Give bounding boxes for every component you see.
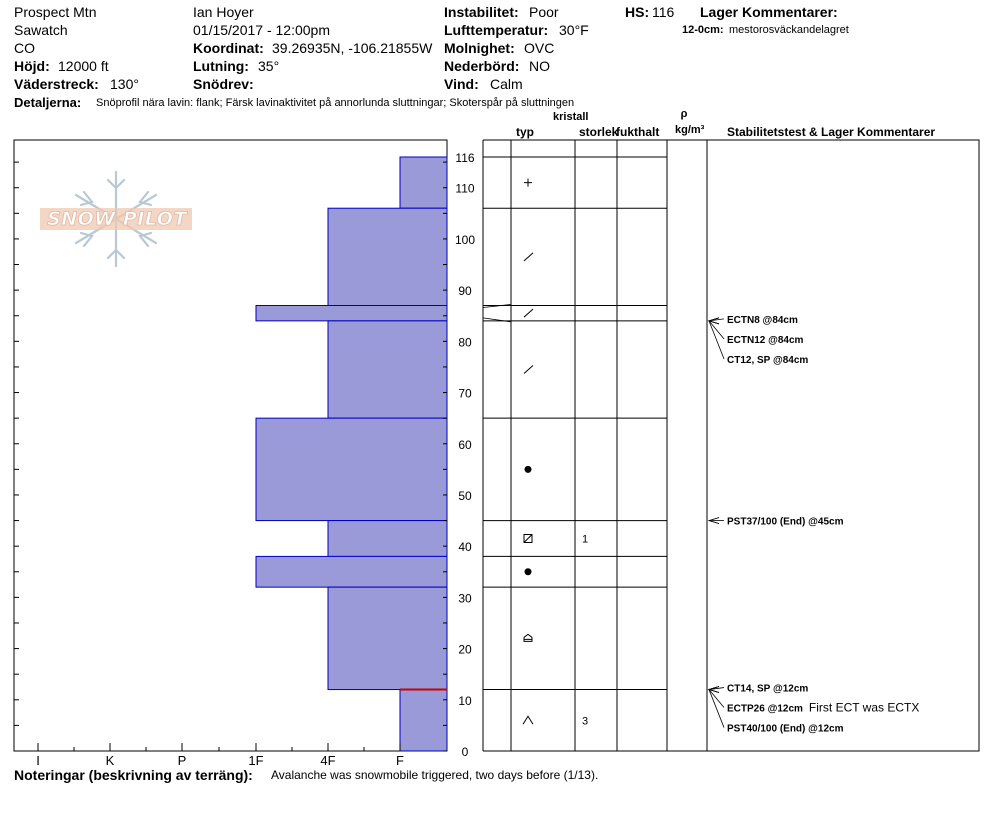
grain-symbol [523,633,533,642]
hardness-bar [327,586,448,691]
notes-text: Avalanche was snowmobile triggered, two … [271,768,599,782]
wetness-header: fukthalt [616,125,660,139]
wind-label: Vind: [444,76,479,92]
observer: Ian Hoyer [193,4,254,20]
elevation-label: Höjd: [14,58,50,74]
stability-test-label: CT12, SP @84cm [727,355,808,366]
stability-test-label: ECTP26 @12cm [727,704,803,715]
stability-box [706,139,980,752]
grain-symbol [523,533,533,543]
hardness-tick-label: 1F [248,753,263,768]
test-leader-line [708,689,725,708]
hardness-bar [255,417,448,522]
slope-label: Lutning: [193,58,249,74]
depth-tick-label: 10 [458,694,472,708]
details-label: Detaljerna: [14,95,82,110]
hs-label: HS: [625,4,650,20]
airtemp-value: 30°F [559,22,589,38]
hs-value: 116 [652,4,675,20]
wind-value: Calm [490,76,523,92]
test-leader-line [708,320,725,360]
layer-comment-range: 12-0cm: [682,24,724,36]
size-header: storlek [579,125,619,139]
hardness-tick-label: P [178,753,187,768]
drift-label: Snödrev: [193,76,254,92]
stability-test-label: ECTN12 @84cm [727,335,804,346]
coord-label: Koordinat: [193,40,264,56]
grain-symbol [523,252,534,262]
boundary-kink [482,304,512,308]
grain-symbol [524,178,532,187]
grain-size-label: 3 [582,715,588,727]
aspect-value: 130° [110,76,139,92]
density-column [666,139,708,752]
hardness-tick-label: K [106,753,115,768]
depth-tick-label: 100 [455,233,475,247]
depth-tick-label: 60 [458,438,472,452]
test-leader-line [708,689,725,728]
density-symbol: ρ [680,108,688,120]
hardness-bar [327,207,448,306]
instability-value: Poor [529,4,559,20]
hardness-bar [327,320,448,419]
elevation-value: 12000 ft [58,58,109,74]
depth-tick-label: 110 [455,182,474,196]
grain-symbol [524,465,532,473]
depth-tick-label: 80 [458,335,472,349]
crystal-header: kristall [553,111,589,123]
layer-comment-text: mestorosväckandelagret [729,24,849,36]
datetime: 01/15/2017 - 12:00pm [193,22,330,38]
test-leader-line [708,320,725,340]
depth-tick-label: 116 [455,151,474,165]
hardness-bar [399,689,448,752]
grain-size-label: 1 [582,533,588,545]
depth-tick-label: 50 [458,489,472,503]
coord-value: 39.26935N, -106.21855W [272,40,433,56]
precip-value: NO [529,58,550,74]
instability-label: Instabilitet: [444,4,519,20]
state: CO [14,40,35,56]
depth-tick-label: 70 [458,387,472,401]
grain-symbol [524,568,532,576]
aspect-label: Väderstreck: [14,76,99,92]
range: Sawatch [14,22,68,38]
grain-symbol [523,365,534,374]
depth-tick-label: 40 [458,540,472,554]
slope-value: 35° [258,58,280,74]
precip-label: Nederbörd: [444,58,520,74]
hardness-tick-label: I [36,753,40,768]
hardness-bar [255,305,448,322]
airtemp-label: Lufttemperatur: [444,22,549,38]
type-header: typ [516,125,534,139]
sky-value: OVC [524,40,555,56]
grain-symbol [522,715,534,725]
snowpilot-logo: SNOW PILOT [38,170,194,268]
sky-label: Molnighet: [444,40,515,56]
stability-test-label: CT14, SP @12cm [727,684,808,695]
hardness-tick-label: 4F [320,753,335,768]
stability-test-label: PST40/100 (End) @12cm [727,724,844,735]
stability-test-label: ECTN8 @84cm [727,315,798,326]
depth-tick-label: 20 [458,643,472,657]
notes-label: Noteringar (beskrivning av terräng): [14,767,253,783]
logo-text: SNOW PILOT [47,208,187,231]
stability-test-comment: First ECT was ECTX [809,701,919,715]
boundary-kink [482,317,512,323]
hardness-tick-label: F [396,753,404,768]
stability-test-label: PST37/100 (End) @45cm [727,517,844,528]
density-unit: kg/m³ [675,124,705,136]
depth-tick-label: 30 [458,591,472,605]
depth-tick-label: 90 [458,284,472,298]
layer-comments-label: Lager Kommentarer: [700,4,838,20]
location: Prospect Mtn [14,4,97,20]
hardness-bar [399,156,448,209]
depth-tick-label: 0 [462,745,469,759]
hardness-bar [327,520,448,557]
details-text: Snöprofil nära lavin: flank; Färsk lavin… [96,97,575,109]
stability-header: Stabilitetstest & Lager Kommentarer [727,125,936,139]
hardness-bar [255,555,448,588]
grain-symbol [523,308,534,318]
